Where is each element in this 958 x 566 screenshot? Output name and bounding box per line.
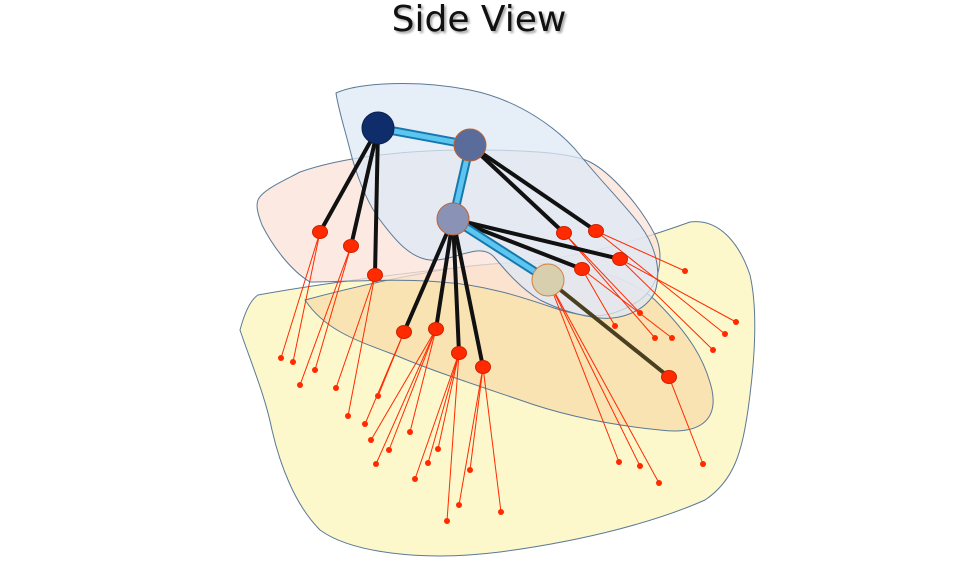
page-title: Side View	[391, 0, 567, 40]
node-gray-blue	[436, 202, 470, 236]
olive-stem	[546, 278, 671, 379]
red-tips	[312, 224, 677, 384]
node-dark-navy	[361, 111, 395, 145]
node-beige	[531, 263, 565, 297]
fiber-endpoints	[278, 268, 739, 524]
region-blue	[335, 83, 659, 319]
node-slate-blue	[453, 128, 487, 162]
black-stems	[318, 126, 622, 369]
red-fibers	[280, 230, 737, 522]
